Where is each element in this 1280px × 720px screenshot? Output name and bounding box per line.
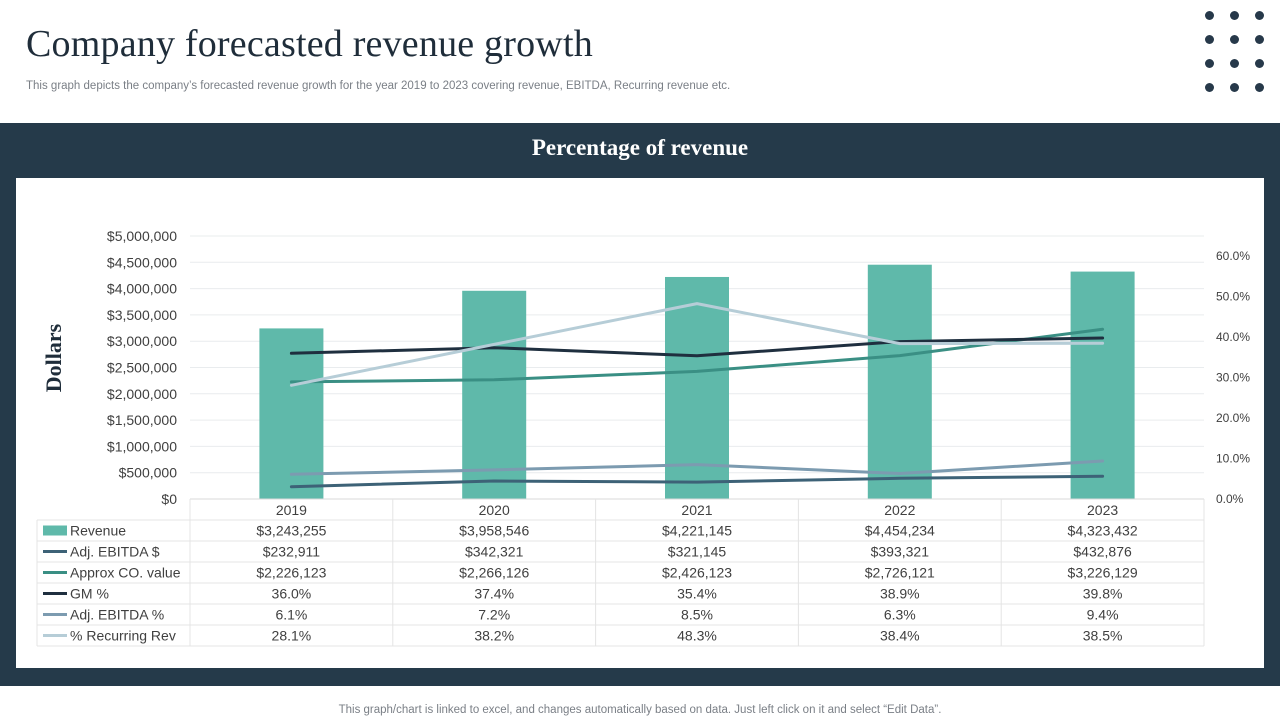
y2-tick-label: 20.0% [1216, 411, 1250, 425]
legend-label: Approx CO. value [70, 565, 181, 581]
chart-title: Percentage of revenue [531, 135, 749, 160]
revenue-bar [462, 290, 527, 499]
table-cell-value: $2,266,126 [459, 565, 529, 581]
revenue-bar [665, 276, 729, 499]
page-subtitle: This graph depicts the company’s forecas… [26, 80, 731, 92]
y2-tick-label: 30.0% [1216, 371, 1250, 385]
table-cell-value: $2,426,123 [662, 565, 732, 581]
table-cell-value: 48.3% [677, 628, 717, 644]
table-cell-value: $3,243,255 [256, 523, 326, 539]
table-cell-value: 35.4% [677, 586, 717, 602]
table-cell-value: $3,226,129 [1068, 565, 1138, 581]
y2-tick-label: 10.0% [1216, 452, 1250, 466]
table-cell-value: 38.9% [880, 586, 920, 602]
y-tick-label: $1,000,000 [107, 438, 177, 454]
y-tick-label: $4,500,000 [107, 254, 177, 270]
y-tick-label: $0 [161, 491, 177, 507]
legend-label: Adj. EBITDA $ [70, 544, 160, 560]
table-cell-value: 36.0% [272, 586, 312, 602]
legend-label: Revenue [70, 523, 126, 539]
y-tick-label: $3,500,000 [107, 307, 177, 323]
y2-tick-label: 0.0% [1216, 492, 1244, 506]
adj-ebitda-usd-line [289, 474, 1105, 489]
x-category-label: 2020 [479, 502, 510, 518]
table-cell-value: $232,911 [263, 544, 321, 560]
table-cell-value: $342,321 [465, 544, 524, 560]
table-cell-value: 7.2% [478, 607, 510, 623]
y2-tick-label: 40.0% [1216, 330, 1250, 344]
table-cell-value: $4,454,234 [865, 523, 935, 539]
revenue-bar [1070, 271, 1135, 499]
y-tick-label: $3,000,000 [107, 333, 177, 349]
y-tick-label: $2,000,000 [107, 386, 177, 402]
table-cell-value: $432,876 [1073, 544, 1132, 560]
x-category-label: 2023 [1087, 502, 1118, 518]
table-cell-value: 6.3% [884, 607, 916, 623]
x-category-label: 2019 [276, 502, 307, 518]
y-tick-label: $2,500,000 [107, 360, 177, 376]
y-tick-label: $1,500,000 [107, 412, 177, 428]
legend-key-revenue [43, 525, 67, 536]
table-cell-value: 38.2% [474, 628, 514, 644]
adj-ebitda-pct-line [289, 459, 1105, 476]
table-cell-value: 37.4% [474, 586, 514, 602]
table-cell-value: $4,323,432 [1068, 523, 1138, 539]
page-title: Company forecasted revenue growth [26, 23, 593, 65]
y-tick-label: $500,000 [119, 465, 178, 481]
table-cell-value: $321,145 [668, 544, 727, 560]
table-cell-value: 6.1% [275, 607, 307, 623]
y-tick-label: $5,000,000 [107, 228, 177, 244]
x-category-label: 2022 [884, 502, 915, 518]
footer-note: This graph/chart is linked to excel, and… [338, 704, 942, 716]
x-category-label: 2021 [681, 502, 712, 518]
table-cell-value: 28.1% [272, 628, 312, 644]
chart-panel: $0 $500,000 $1,000,000 $1,500,000 $2,000,000… [16, 178, 1264, 668]
y-axis-title: Dollars [41, 323, 66, 392]
combo-chart[interactable]: $0 $500,000 $1,000,000 $1,500,000 $2,000,000… [16, 178, 1264, 668]
table-cell-value: $393,321 [871, 544, 930, 560]
table-cell-value: $3,958,546 [459, 523, 529, 539]
revenue-bar [867, 264, 932, 499]
recurring-rev-line [289, 302, 1105, 387]
table-cell-value: 39.8% [1083, 586, 1123, 602]
approx-co-value-line [289, 327, 1105, 384]
table-cell-value: $4,221,145 [662, 523, 732, 539]
legend-label: GM % [70, 586, 109, 602]
table-cell-value: $2,726,121 [865, 565, 935, 581]
table-cell-value: 38.5% [1083, 628, 1123, 644]
dot-grid-icon [1203, 8, 1275, 98]
legend-label: % Recurring Rev [70, 628, 176, 644]
table-cell-value: 38.4% [880, 628, 920, 644]
gm-pct-line [289, 336, 1105, 358]
table-cell-value: $2,226,123 [256, 565, 326, 581]
legend-label: Adj. EBITDA % [70, 607, 164, 623]
y-tick-label: $4,000,000 [107, 281, 177, 297]
y2-tick-label: 50.0% [1216, 290, 1250, 304]
table-cell-value: 9.4% [1087, 607, 1119, 623]
table-cell-value: 8.5% [681, 607, 713, 623]
y2-tick-label: 60.0% [1216, 249, 1250, 263]
revenue-bar [259, 328, 324, 499]
